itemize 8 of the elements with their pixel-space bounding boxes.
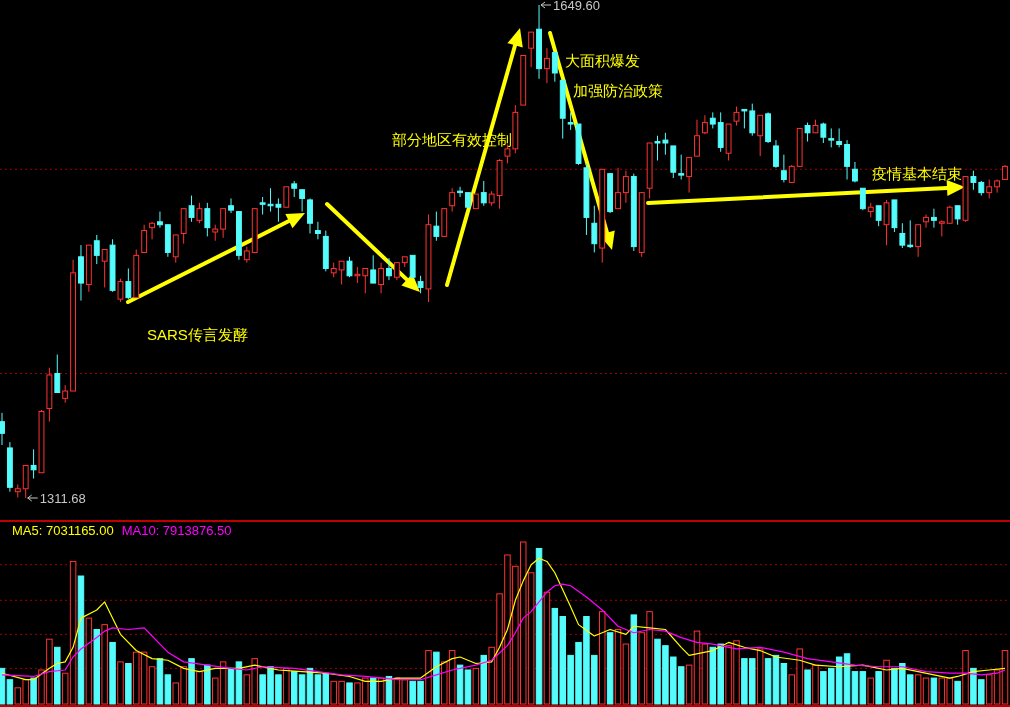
annotation: 1649.60: [553, 0, 601, 13]
annotation: 大面积爆发: [565, 52, 640, 69]
annotation: SARS传言发酵: [147, 326, 248, 343]
text: MA5: 7031165.00: [12, 523, 114, 538]
annotation: 加强防治政策: [573, 82, 663, 99]
annotation: 1311.68: [39, 491, 86, 506]
text: MA10: 7913876.50: [121, 523, 232, 538]
annotation: 疫情基本结束: [872, 165, 962, 182]
